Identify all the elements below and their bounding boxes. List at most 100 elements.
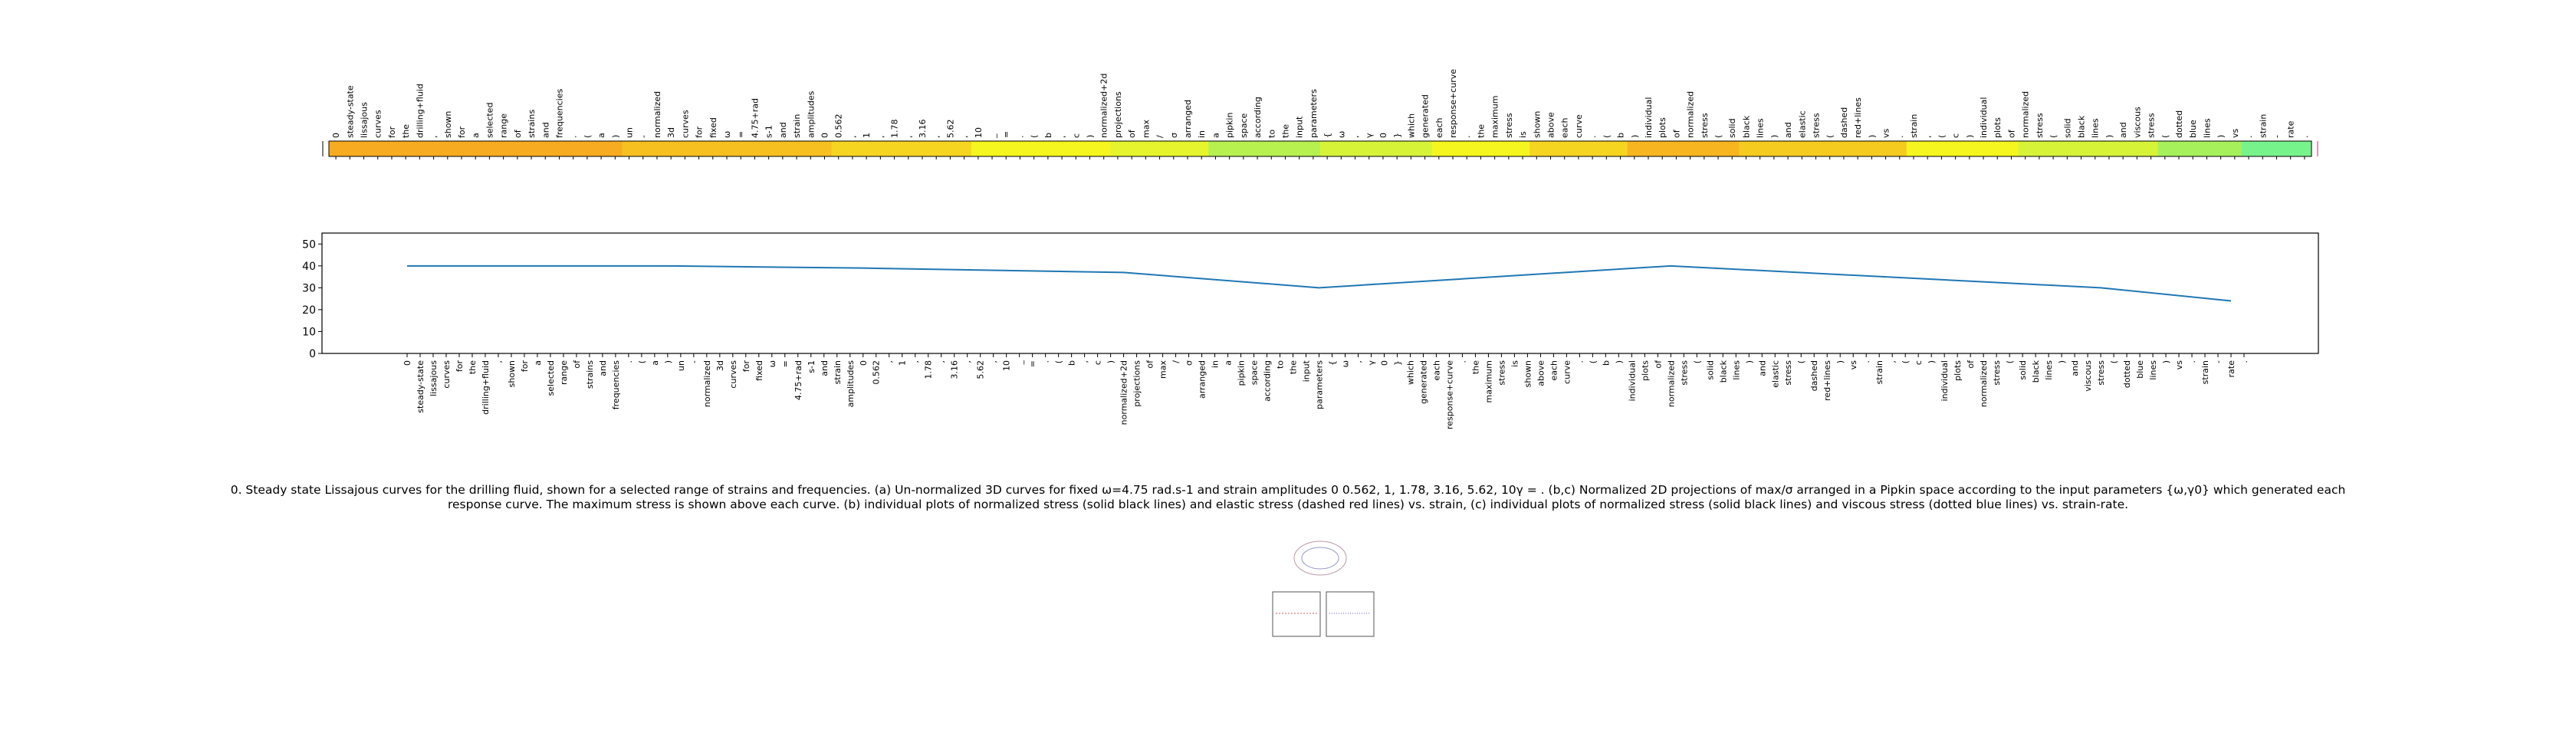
x-tick-label: dotted (2122, 360, 2132, 388)
token-label: 10 (974, 127, 984, 138)
token-label: shown (1532, 111, 1542, 138)
token-label: fixed (708, 117, 718, 138)
x-tick-label: shown (1523, 360, 1533, 387)
x-tick-label: viscous (2083, 360, 2093, 392)
x-tick-label: in (1211, 360, 1221, 368)
x-tick-label: _ (1015, 360, 1025, 366)
x-tick-label: ( (1692, 360, 1702, 363)
heat-cell (1571, 141, 1586, 156)
heat-cell (370, 141, 386, 156)
token-label: black (2077, 115, 2087, 138)
token-label: normalized+2d (1099, 74, 1109, 138)
heat-cell (2171, 141, 2187, 156)
token-label: black (1741, 115, 1751, 138)
x-tick-label: black (1718, 360, 1728, 383)
x-tick-label: of (1653, 360, 1663, 369)
heat-cell (1292, 141, 1307, 156)
heat-cell (454, 141, 469, 156)
token-label: 0 (1378, 133, 1388, 138)
heat-cell (1753, 141, 1768, 156)
token-label: which (1406, 113, 1416, 138)
token-label: un (625, 127, 635, 138)
heat-cell (2088, 141, 2103, 156)
token-label: { (1322, 133, 1332, 138)
token-label: the (401, 124, 411, 138)
x-tick-label: , (937, 360, 947, 363)
token-label: , (960, 136, 970, 139)
x-tick-label: lines (2044, 360, 2054, 380)
token-label: a (471, 133, 481, 138)
heat-cell (1194, 141, 1209, 156)
heat-cell (1375, 141, 1391, 156)
heat-cell (1836, 141, 1852, 156)
token-label: solid (1727, 118, 1737, 138)
token-label: } (1392, 133, 1402, 138)
heat-cell (1543, 141, 1559, 156)
heat-cell (859, 141, 874, 156)
token-label: solid (2062, 118, 2072, 138)
token-label: = (736, 131, 746, 138)
x-tick-label: normalized (1666, 360, 1676, 407)
heat-cell (468, 141, 483, 156)
heat-cell (2045, 141, 2061, 156)
x-tick-label: normalized (702, 360, 712, 407)
heat-cell (1236, 141, 1251, 156)
x-tick-label: response+curve (1444, 360, 1454, 429)
token-label: ) (1867, 135, 1877, 138)
x-tick-label: for (455, 360, 465, 373)
token-label: drilling+fluid (415, 84, 425, 138)
token-label: range (499, 113, 509, 138)
y-tick-label: 0 (309, 348, 316, 360)
heat-cell (1878, 141, 1894, 156)
thumbnail (1265, 521, 1380, 641)
heat-cell (649, 141, 665, 156)
heat-cell (2144, 141, 2159, 156)
token-label: , (1351, 136, 1361, 139)
heat-cell (482, 141, 498, 156)
heat-cell (1054, 141, 1070, 156)
heat-cell (719, 141, 734, 156)
x-tick-label: , (963, 360, 973, 363)
token-label: red+lines (1853, 97, 1863, 138)
token-label: plots (1658, 117, 1668, 138)
x-tick-label: , (494, 360, 504, 363)
token-label: normalized (1686, 91, 1696, 138)
x-tick-label: individual (1627, 360, 1637, 401)
x-tick-label: space (1250, 360, 1260, 386)
token-label: amplitudes (806, 90, 816, 138)
heat-cell (356, 141, 372, 156)
heat-cell (1040, 141, 1056, 156)
y-tick-label: 50 (302, 238, 316, 251)
x-tick-label: ) (2161, 360, 2171, 363)
x-tick-label: rate (2226, 360, 2236, 378)
heat-cell (1501, 141, 1516, 156)
token-label: ) (1086, 135, 1096, 138)
heat-cell (412, 141, 427, 156)
x-tick-label: / (1171, 360, 1181, 363)
x-tick-label: vs (1848, 360, 1858, 370)
x-tick-label: } (1392, 360, 1402, 366)
x-tick-label: according (1263, 360, 1273, 402)
x-tick-label: ) (1927, 360, 1937, 363)
x-tick-label: and (1757, 360, 1767, 376)
heat-cell (1390, 141, 1405, 156)
heat-cell (1921, 141, 1935, 156)
token-label: input (1295, 116, 1305, 138)
token-label: arranged (1183, 100, 1193, 138)
heat-cell (1487, 141, 1503, 156)
token-label: ω (722, 131, 732, 138)
heat-cell (343, 141, 357, 156)
heat-cell (1013, 141, 1028, 156)
x-tick-label: b (1601, 360, 1611, 366)
token-label: stress (1700, 113, 1710, 138)
heat-cell (1822, 141, 1838, 156)
token-label: c (1071, 133, 1081, 138)
token-label: ) (1965, 135, 1975, 138)
x-tick-label: input (1302, 360, 1312, 382)
token-label: plots (1993, 117, 2003, 138)
heat-cell (608, 141, 623, 156)
heat-cell (2101, 141, 2117, 156)
token-label: to (1267, 130, 1276, 138)
heat-cell (817, 141, 833, 156)
token-label: dotted (2174, 110, 2184, 138)
